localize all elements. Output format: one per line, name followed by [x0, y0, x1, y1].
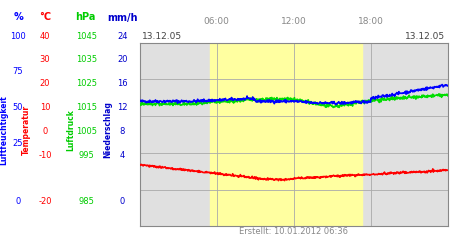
Text: -20: -20 [38, 197, 52, 206]
Text: 75: 75 [13, 67, 23, 76]
Text: °C: °C [39, 12, 51, 22]
Text: Luftdruck: Luftdruck [67, 109, 76, 151]
Text: 0: 0 [120, 197, 125, 206]
Text: 13.12.05: 13.12.05 [405, 32, 446, 41]
Text: 12:00: 12:00 [281, 17, 306, 26]
Text: 4: 4 [120, 151, 125, 160]
Text: 25: 25 [13, 139, 23, 148]
Text: 100: 100 [10, 32, 26, 41]
Text: Temperatur: Temperatur [22, 105, 31, 155]
Text: 1025: 1025 [76, 79, 97, 88]
Text: 985: 985 [78, 197, 94, 206]
Text: 995: 995 [79, 151, 94, 160]
Text: 30: 30 [40, 56, 50, 64]
Text: hPa: hPa [75, 12, 96, 22]
Text: 8: 8 [120, 127, 125, 136]
Text: 13.12.05: 13.12.05 [142, 32, 182, 41]
Text: 20: 20 [117, 56, 128, 64]
Text: 16: 16 [117, 79, 128, 88]
Text: Niederschlag: Niederschlag [104, 102, 112, 158]
Text: mm/h: mm/h [107, 12, 138, 22]
Text: -10: -10 [38, 151, 52, 160]
Text: 12: 12 [117, 103, 128, 112]
Text: 18:00: 18:00 [358, 17, 383, 26]
Text: 0: 0 [42, 127, 48, 136]
Text: 1035: 1035 [76, 56, 97, 64]
Bar [210, 42, 362, 226]
Text: 24: 24 [117, 32, 128, 41]
Text: 1005: 1005 [76, 127, 97, 136]
Text: 20: 20 [40, 79, 50, 88]
Text: 40: 40 [40, 32, 50, 41]
Text: 06:00: 06:00 [203, 17, 230, 26]
Text: Luftfeuchtigkeit: Luftfeuchtigkeit [0, 95, 8, 165]
Text: 0: 0 [15, 197, 21, 206]
Text: 1045: 1045 [76, 32, 97, 41]
Text: %: % [13, 12, 23, 22]
Text: 1015: 1015 [76, 103, 97, 112]
Text: 10: 10 [40, 103, 50, 112]
Text: 50: 50 [13, 103, 23, 112]
Text: Erstellt: 10.01.2012 06:36: Erstellt: 10.01.2012 06:36 [239, 227, 348, 236]
